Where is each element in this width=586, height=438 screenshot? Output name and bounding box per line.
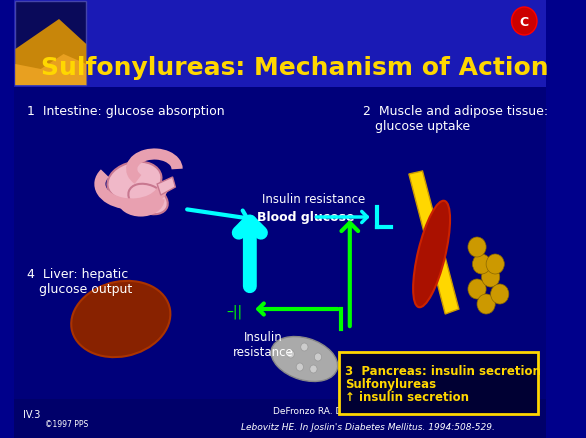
Circle shape (296, 363, 304, 371)
Circle shape (472, 254, 490, 274)
Circle shape (477, 294, 495, 314)
Text: 1  Intestine: glucose absorption: 1 Intestine: glucose absorption (27, 105, 225, 118)
Circle shape (468, 237, 486, 258)
Ellipse shape (413, 201, 450, 307)
Circle shape (314, 353, 322, 361)
Circle shape (482, 267, 500, 287)
Text: –||: –|| (226, 304, 243, 318)
FancyBboxPatch shape (13, 399, 546, 438)
Text: C: C (520, 15, 529, 28)
Text: ↑ insulin secretion: ↑ insulin secretion (345, 390, 469, 403)
Polygon shape (409, 172, 459, 314)
Text: Lebovitz HE. In Joslin's Diabetes Mellitus. 1994:508-529.: Lebovitz HE. In Joslin's Diabetes Mellit… (241, 423, 495, 431)
Text: 3  Pancreas: insulin secretion: 3 Pancreas: insulin secretion (345, 364, 541, 377)
Text: DeFronzo RA. Diabetes. 1988;37:667-687.: DeFronzo RA. Diabetes. 1988;37:667-687. (273, 406, 463, 416)
Polygon shape (15, 55, 86, 86)
Circle shape (468, 279, 486, 299)
Text: Sulfonylureas: Mechanism of Action: Sulfonylureas: Mechanism of Action (42, 56, 549, 80)
Ellipse shape (271, 337, 338, 381)
Ellipse shape (107, 162, 161, 201)
FancyBboxPatch shape (339, 352, 538, 414)
Text: Sulfonylureas: Sulfonylureas (345, 377, 437, 390)
Circle shape (310, 365, 317, 373)
Polygon shape (15, 20, 86, 86)
Text: Blood glucose: Blood glucose (257, 211, 355, 224)
Text: ©1997 PPS: ©1997 PPS (45, 420, 88, 428)
Text: Insulin resistance: Insulin resistance (262, 193, 365, 206)
Text: IV.3: IV.3 (23, 409, 40, 419)
Circle shape (287, 350, 294, 358)
FancyBboxPatch shape (13, 0, 546, 88)
Circle shape (490, 284, 509, 304)
Circle shape (486, 254, 505, 274)
FancyBboxPatch shape (13, 88, 546, 438)
Circle shape (512, 8, 537, 36)
Text: Insulin
resistance: Insulin resistance (233, 330, 294, 358)
Ellipse shape (71, 281, 171, 357)
Polygon shape (157, 177, 175, 195)
FancyBboxPatch shape (15, 2, 86, 86)
Circle shape (301, 343, 308, 351)
Ellipse shape (128, 184, 168, 215)
Text: 2  Muscle and adipose tissue:
   glucose uptake: 2 Muscle and adipose tissue: glucose upt… (363, 105, 548, 133)
Text: 4  Liver: hepatic
   glucose output: 4 Liver: hepatic glucose output (27, 267, 132, 295)
